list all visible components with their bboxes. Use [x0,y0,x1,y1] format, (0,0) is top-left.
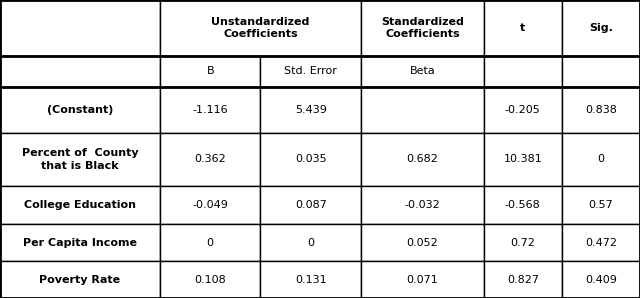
Text: Sig.: Sig. [589,23,613,33]
Bar [0,186,160,224]
Bar [361,56,484,86]
Bar [562,224,640,261]
Text: 0.035: 0.035 [295,154,326,164]
Text: 5.439: 5.439 [295,105,326,115]
Bar [0,0,160,56]
Text: Beta: Beta [410,66,435,76]
Bar [260,261,361,298]
Bar [0,86,160,133]
Text: t: t [520,23,525,33]
Bar [0,56,160,86]
Text: 0.827: 0.827 [507,274,539,285]
Bar [260,86,361,133]
Bar [484,224,562,261]
Text: 0.838: 0.838 [585,105,617,115]
Text: 0.72: 0.72 [510,238,535,248]
Bar [361,133,484,186]
Text: Poverty Rate: Poverty Rate [40,274,120,285]
Bar [160,86,260,133]
Bar [260,224,361,261]
Text: 0: 0 [597,154,604,164]
Text: Unstandardized
Coefficients: Unstandardized Coefficients [211,17,310,39]
Text: 0.57: 0.57 [589,200,613,210]
Bar [562,133,640,186]
Bar [484,261,562,298]
Bar [0,261,160,298]
Text: 0.362: 0.362 [195,154,226,164]
Text: 0.131: 0.131 [295,274,326,285]
Text: Per Capita Income: Per Capita Income [23,238,137,248]
Text: -0.568: -0.568 [505,200,541,210]
Bar [160,133,260,186]
Text: 0.087: 0.087 [295,200,326,210]
Bar [160,224,260,261]
Bar [361,86,484,133]
Text: -0.049: -0.049 [192,200,228,210]
Text: Standardized
Coefficients: Standardized Coefficients [381,17,464,39]
Bar [562,0,640,56]
Text: 0: 0 [307,238,314,248]
Text: 10.381: 10.381 [504,154,542,164]
Text: 0.682: 0.682 [406,154,438,164]
Text: 0.052: 0.052 [406,238,438,248]
Text: -0.032: -0.032 [404,200,440,210]
Text: -0.205: -0.205 [505,105,541,115]
Bar [260,133,361,186]
Bar [361,186,484,224]
Bar [260,186,361,224]
Text: B: B [207,66,214,76]
Bar [0,133,160,186]
Text: -1.116: -1.116 [193,105,228,115]
Text: Std. Error: Std. Error [284,66,337,76]
Bar [160,56,260,86]
Bar [260,56,361,86]
Bar [361,261,484,298]
Bar [562,56,640,86]
Text: 0.071: 0.071 [406,274,438,285]
Bar [484,86,562,133]
Bar [361,0,484,56]
Text: 0.409: 0.409 [585,274,617,285]
Text: 0.108: 0.108 [195,274,226,285]
Bar [361,224,484,261]
Bar [484,56,562,86]
Text: (Constant): (Constant) [47,105,113,115]
Bar [562,86,640,133]
Bar [562,186,640,224]
Bar [160,261,260,298]
Text: Percent of  County
that is Black: Percent of County that is Black [22,148,138,171]
Bar [160,0,361,56]
Bar [160,186,260,224]
Bar [484,0,562,56]
Text: 0: 0 [207,238,214,248]
Bar [562,261,640,298]
Text: 0.472: 0.472 [585,238,617,248]
Text: College Education: College Education [24,200,136,210]
Bar [484,133,562,186]
Bar [484,186,562,224]
Bar [0,224,160,261]
